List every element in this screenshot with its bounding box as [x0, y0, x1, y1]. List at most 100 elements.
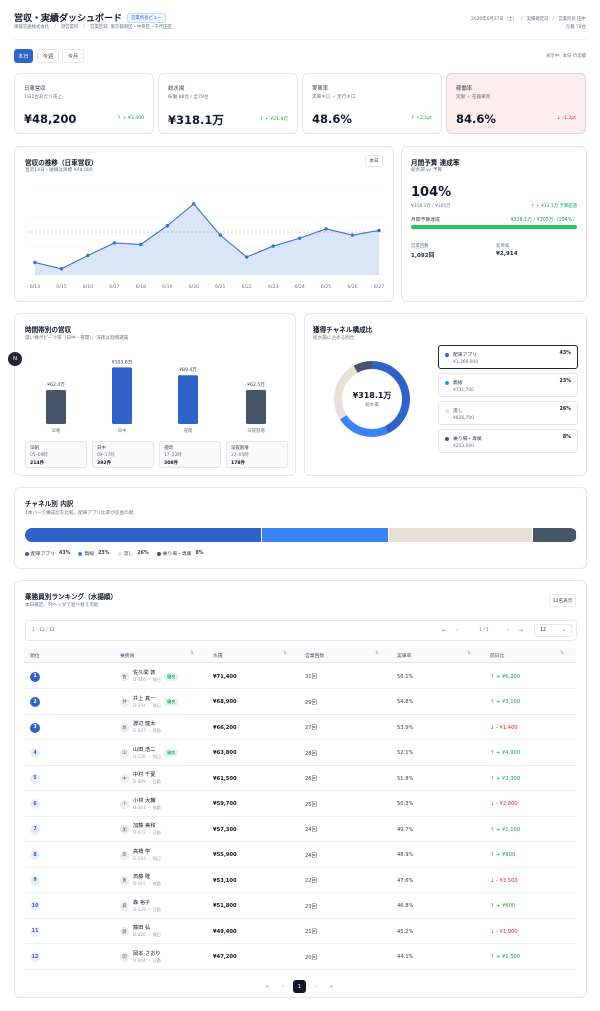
table-row[interactable]: 4 山山田 浩二 D-156 ・ 隔日 優良 ¥63,800 28回 52.1% ↑ + ¥4…: [24, 741, 576, 766]
rate-cell: 48.9%: [397, 852, 414, 858]
pager-next-icon[interactable]: ›: [314, 983, 318, 990]
trend-period-button[interactable]: 本日: [365, 155, 383, 167]
driver-cell: 渡渡辺 健太 D-037 ・ 昼勤: [120, 715, 161, 740]
timeband-box: 夜間 17–22時 308件: [159, 441, 221, 468]
table-row[interactable]: 11 藤藤田 弘 D-220 ・ 隔日 ¥49,400 21回 45.2% ↓ - ¥1,9…: [24, 919, 576, 944]
channel-name: 無線: [453, 381, 463, 386]
table-row[interactable]: 7 加加藤 美和 D-072 ・ 日勤 ¥57,300 24回 49.7% ↑ + ¥1,1…: [24, 817, 576, 842]
per-page-select[interactable]: 12 ⌄: [534, 624, 572, 637]
channel-pct: 23%: [559, 379, 571, 384]
sort-icon[interactable]: ⇅: [190, 651, 195, 656]
sort-icon[interactable]: ⇅: [283, 651, 288, 656]
x-tick-label: 6/23: [268, 284, 278, 290]
rate-cell: 56.1%: [397, 673, 414, 680]
amount-cell: ¥68,900: [213, 699, 237, 705]
first-page-icon[interactable]: ⇤: [442, 627, 448, 634]
pager-last-icon[interactable]: ⇥: [328, 983, 334, 990]
channel-donut: [334, 361, 410, 437]
pager-prev-icon[interactable]: ‹: [281, 983, 285, 990]
diff-cell: ↑ + ¥4,900: [490, 750, 521, 756]
timeband-box-name: 日中: [97, 446, 106, 451]
channel-name: 流し: [453, 409, 463, 414]
driver-info: 小林 大輔 D-241 ・ 夜勤: [133, 798, 161, 811]
sort-icon[interactable]: ⇅: [467, 651, 472, 656]
diff-cell: ↓ - ¥2,800: [490, 801, 518, 807]
x-tick-label: 6/26: [347, 284, 357, 290]
tab-today[interactable]: 本日: [14, 49, 33, 63]
assistant-fab[interactable]: N: [8, 352, 22, 366]
column-header[interactable]: 実車率: [397, 654, 412, 659]
kpi-card: 総水揚 稼働 88台 / 全78台 ¥318.1万 ↑ + ¥21.4万: [158, 73, 298, 134]
budget-progress-track: [411, 225, 577, 229]
next-page-icon[interactable]: ›: [507, 627, 510, 634]
pager-first-icon[interactable]: ⇤: [265, 983, 271, 990]
avatar: 藤: [120, 927, 129, 936]
tab-month[interactable]: 今月: [62, 49, 84, 63]
table-row[interactable]: 1 佐佐久間 敦 D-116 ・ 隔日 優良 ¥71,400 31回 56.1% ↑ + ¥6…: [24, 664, 576, 689]
per-page-value: 12: [540, 628, 547, 633]
channel-legend-item[interactable]: 配車アプリ ¥1,366,900 43%: [438, 345, 578, 369]
driver-cell: 加加藤 美和 D-072 ・ 日勤: [120, 817, 161, 842]
driver-meta: D-193 ・ 隔日: [133, 855, 161, 861]
column-header[interactable]: 順位: [30, 654, 40, 659]
prev-page-icon[interactable]: ‹: [456, 627, 459, 634]
timeband-box-count: 214件: [30, 461, 45, 466]
rate-cell: 51.8%: [397, 775, 414, 782]
pager-current[interactable]: 1: [293, 980, 306, 993]
avatar: 渡: [120, 723, 129, 732]
channel-name: 配車アプリ: [453, 353, 477, 358]
trend-point: [139, 242, 143, 247]
donut-center-label: 総水揚: [365, 403, 379, 408]
divider: [14, 39, 586, 40]
timeband-card: 時間帯別の営収 濃い棒がピーク帯（日中・夜間）、深夜は割増運賃 ¥62.4万 早朝…: [14, 313, 296, 476]
table-row[interactable]: 9 斎斎藤 隆 D-015 ・ 夜勤 ¥53,100 22回 47.6% ↓ - ¥3,50…: [24, 868, 576, 893]
last-page-icon[interactable]: ⇥: [518, 627, 524, 634]
column-header[interactable]: 乗務員: [120, 654, 135, 659]
trend-point: [192, 202, 196, 206]
column-header[interactable]: 営業回数: [305, 654, 325, 659]
table-row[interactable]: 10 森森 裕子 D-128 ・ 日勤 ¥51,800 23回 46.8% ↑ + ¥600: [24, 894, 576, 919]
driver-meta: D-072 ・ 日勤: [133, 830, 161, 836]
tab-week[interactable]: 今週: [37, 49, 59, 63]
table-row[interactable]: 2 井井上 真一 D-204 ・ 隔日 優良 ¥68,900 29回 54.8% ↑ + ¥3…: [24, 690, 576, 715]
rank-badge: 10: [30, 901, 40, 911]
trips-cell: 29回: [305, 699, 317, 706]
amount-cell: ¥53,100: [213, 877, 237, 884]
table-row[interactable]: 5 中中村 千夏 D-089 ・ 日勤 ¥61,500 26回 51.8% ↑ + ¥2,3…: [24, 766, 576, 791]
rank-badge: 11: [30, 926, 40, 937]
channel-subtitle: 総水揚に占める割合: [313, 336, 355, 341]
channel-legend-item[interactable]: 乗り場・専属 ¥253,600 8%: [438, 429, 578, 453]
rate-cell: 50.3%: [397, 801, 414, 807]
amount-cell: ¥57,300: [213, 826, 237, 833]
amount-cell: ¥59,700: [213, 801, 237, 807]
sort-icon[interactable]: ⇅: [375, 651, 380, 656]
header-title-row: 営収・実績ダッシュボード 営業所長ビュー: [14, 11, 166, 24]
column-header[interactable]: 水揚: [213, 654, 223, 659]
table-row[interactable]: 8 高高橋 学 D-193 ・ 隔日 ¥55,900 24回 48.9% ↑ + ¥800: [24, 843, 576, 868]
driver-info: 斎藤 隆 D-015 ・ 夜勤: [133, 874, 161, 887]
column-header[interactable]: 前日比: [490, 654, 505, 659]
timeband-title: 時間帯別の営収: [25, 326, 72, 334]
avatar: 佐: [120, 672, 129, 681]
channel-legend-item[interactable]: 無線 ¥731,700 23%: [438, 373, 578, 397]
rank-cell: 8: [30, 843, 40, 868]
rank-cell: 12: [30, 945, 40, 970]
rank-cell: 3: [30, 715, 40, 740]
stack-legend-swatch: [156, 551, 161, 556]
table-row[interactable]: 6 小小林 大輔 D-241 ・ 夜勤 ¥59,700 25回 50.3% ↓ - ¥2,8…: [24, 792, 576, 817]
status-badge: 優良: [163, 698, 179, 706]
timeband-box-time: 22–05時: [231, 453, 249, 458]
timeband-bar: [246, 389, 266, 424]
header-meta: 2026年6月27日（土） / 実績確定前 / 営業所長 田中: [471, 16, 586, 22]
driver-cell: 山山田 浩二 D-156 ・ 隔日 優良: [120, 741, 179, 766]
channel-legend-item[interactable]: 流し ¥826,700 26%: [438, 401, 578, 425]
driver-info: 渡辺 健太 D-037 ・ 昼勤: [133, 721, 161, 734]
stack-segment: [389, 528, 533, 542]
table-row[interactable]: 12 岡岡本 さおり D-044 ・ 日勤 ¥47,200 20回 44.1% ↑ + ¥1…: [24, 945, 576, 970]
trend-point: [33, 260, 37, 265]
stack-legend-pct: 8%: [195, 551, 204, 556]
table-row[interactable]: 3 渡渡辺 健太 D-037 ・ 昼勤 ¥66,200 27回 53.9% ↓ - ¥1,4…: [24, 715, 576, 740]
show-count-button[interactable]: 12名表示: [549, 594, 576, 607]
sort-icon[interactable]: ⇅: [560, 651, 565, 656]
avatar: 加: [120, 825, 129, 834]
